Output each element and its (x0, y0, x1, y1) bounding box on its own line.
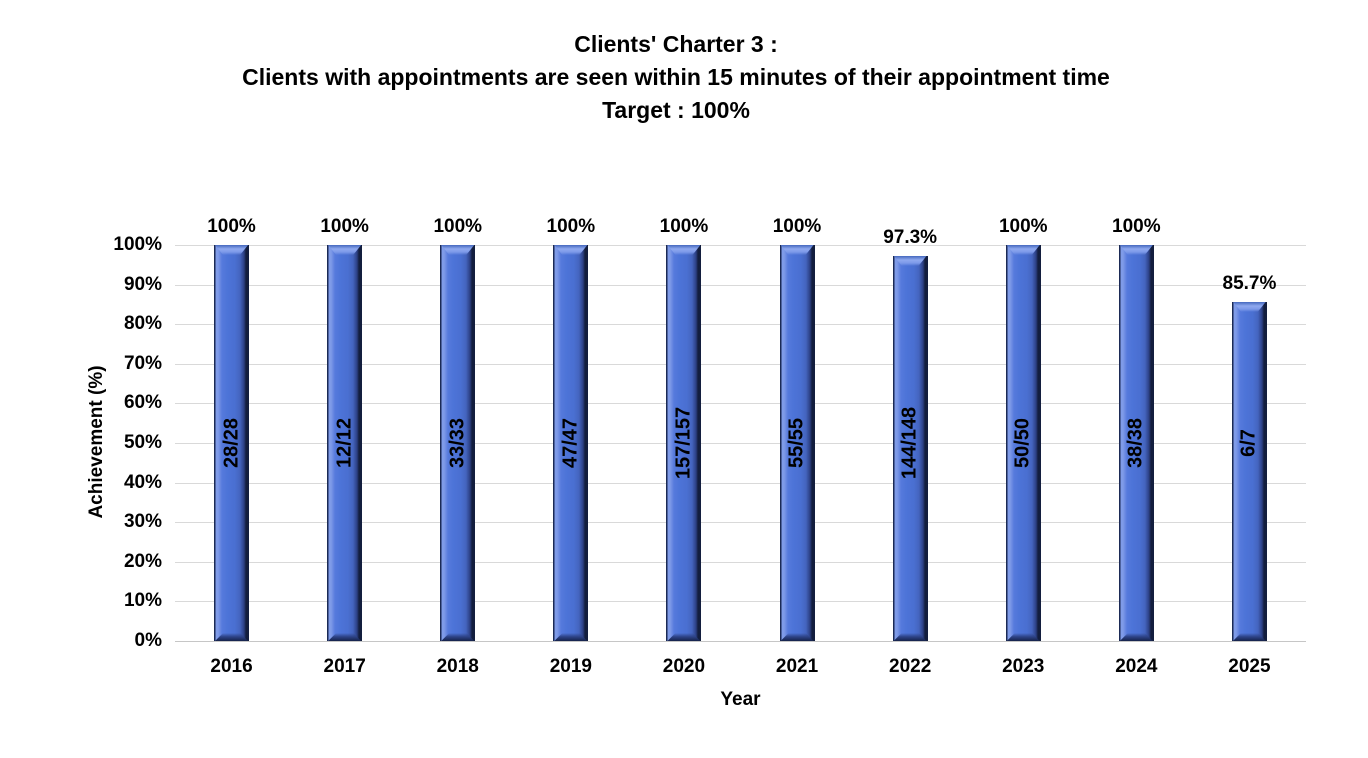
bar-value-label: 97.3% (883, 226, 938, 248)
bar-value-label: 100% (772, 216, 822, 237)
bar-value-label: 100% (320, 216, 369, 237)
bar-value-label: 100% (433, 216, 483, 237)
bar-fraction-label: 6/7 (1237, 429, 1260, 457)
y-tick-label: 20% (123, 550, 162, 572)
bar (892, 255, 928, 641)
bar-value-label: 100% (659, 216, 709, 237)
y-tick-label: 80% (123, 313, 162, 335)
gridline (175, 601, 1306, 603)
gridline (175, 403, 1306, 405)
y-tick-label: 60% (123, 392, 162, 414)
chart-title: Clients' Charter 3 : Clients with appoin… (0, 28, 1352, 127)
x-tick-label: 2016 (210, 656, 253, 677)
bar (1231, 301, 1267, 641)
gridline (175, 561, 1306, 563)
bar-fraction-label: 12/12 (333, 417, 356, 469)
bar-value-label: 100% (207, 216, 256, 237)
bar (1118, 245, 1154, 641)
bar-fraction-label: 50/50 (1011, 417, 1034, 469)
y-tick-label: 50% (123, 432, 162, 453)
x-tick-label: 2018 (436, 656, 479, 677)
y-tick-label: 10% (123, 590, 162, 612)
bar-value-label: 100% (998, 216, 1048, 237)
bar-fraction-label: 38/38 (1124, 417, 1147, 469)
bar-fraction-label: 157/157 (672, 406, 695, 480)
bar-fraction-label: 144/148 (898, 406, 921, 480)
x-axis-line (175, 641, 1306, 642)
y-tick-label: 30% (123, 511, 162, 533)
x-tick-label: 2022 (889, 656, 932, 677)
x-tick-label: 2021 (775, 656, 819, 677)
y-tick-label: 90% (123, 273, 162, 295)
bar (214, 245, 250, 641)
gridline (175, 324, 1306, 326)
bar-fraction-label: 55/55 (785, 417, 808, 469)
y-tick-label: 100% (113, 234, 162, 255)
bar-fraction-label: 47/47 (559, 417, 582, 469)
x-tick-label: 2020 (662, 656, 706, 677)
bar-fraction-label: 33/33 (446, 417, 469, 469)
x-tick-label: 2024 (1115, 656, 1158, 677)
gridline (175, 482, 1306, 484)
chart-title-line2: Clients with appointments are seen withi… (242, 64, 1110, 90)
bar (666, 245, 702, 641)
bar (553, 245, 589, 641)
y-tick-label: 0% (134, 630, 162, 651)
bar (779, 245, 815, 641)
y-tick-label: 40% (123, 471, 162, 493)
chart-title-line1: Clients' Charter 3 : (574, 31, 778, 57)
bar-value-label: 85.7% (1222, 272, 1277, 294)
x-tick-label: 2017 (323, 656, 366, 677)
gridline (175, 522, 1306, 524)
y-tick-label: 70% (123, 352, 162, 374)
bar (327, 245, 363, 641)
gridline (175, 363, 1306, 365)
bar-fraction-label: 28/28 (220, 417, 243, 469)
bar-value-label: 100% (1112, 216, 1161, 237)
gridline (175, 284, 1306, 286)
gridline (175, 443, 1306, 444)
x-tick-label: 2025 (1228, 656, 1271, 677)
gridline (175, 245, 1306, 246)
bar (440, 245, 476, 641)
chart-title-line3: Target : 100% (602, 97, 750, 123)
x-axis-title: Year (720, 689, 761, 710)
bar-value-label: 100% (546, 216, 596, 237)
bar (1005, 245, 1041, 641)
x-tick-label: 2023 (1002, 656, 1045, 677)
x-tick-label: 2019 (549, 656, 592, 677)
